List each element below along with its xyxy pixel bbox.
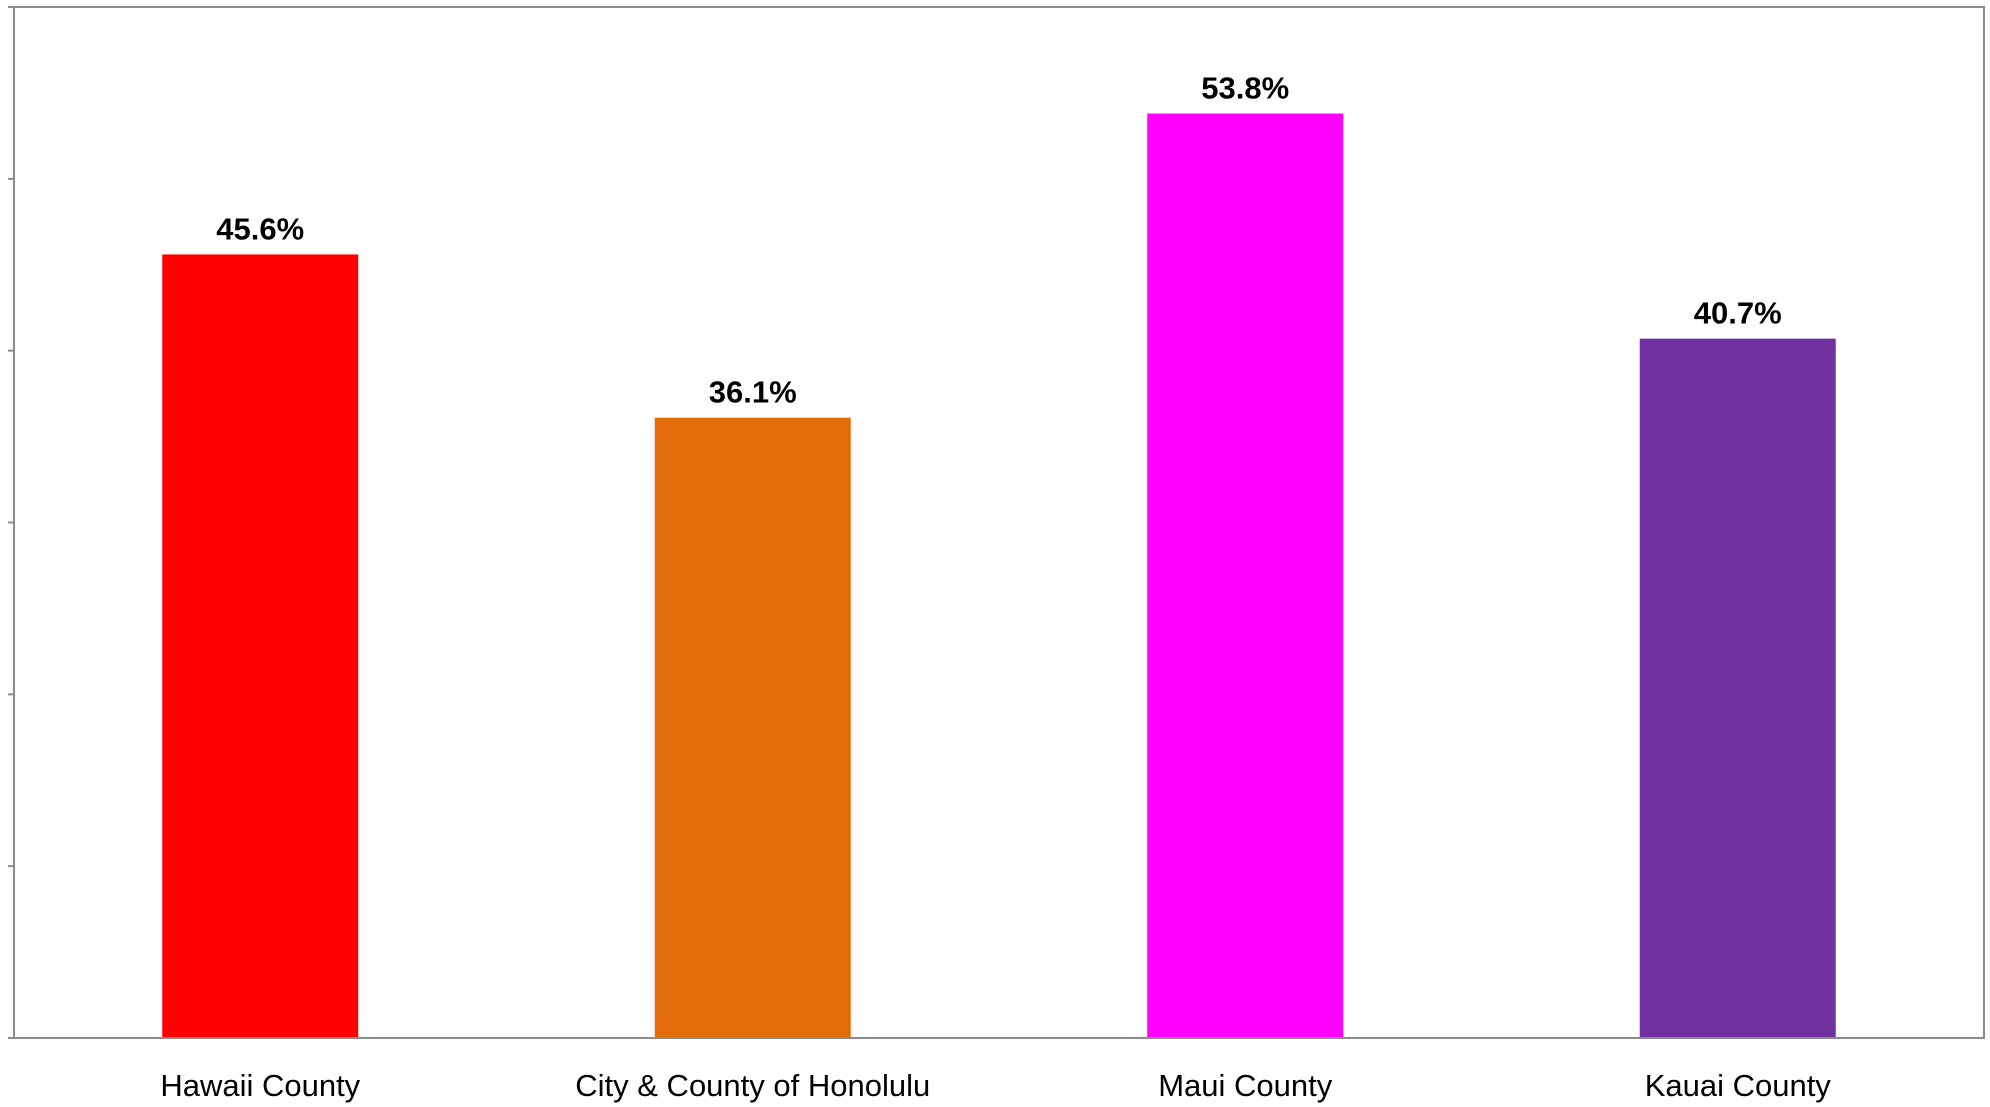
data-label: 45.6%: [216, 211, 304, 246]
x-tick-label: Kauai County: [1645, 1068, 1832, 1103]
bars-group: [162, 113, 1836, 1039]
bar-hawaii-county: [162, 254, 359, 1038]
data-label: 36.1%: [709, 375, 797, 410]
data-label: 40.7%: [1694, 296, 1782, 331]
bar-kauai-county: [1639, 338, 1836, 1039]
data-label: 53.8%: [1201, 71, 1289, 106]
x-tick-label: Maui County: [1158, 1068, 1333, 1103]
bar-maui-county: [1147, 113, 1344, 1038]
x-tick-label: Hawaii County: [160, 1068, 360, 1103]
x-tick-label: City & County of Honolulu: [575, 1068, 930, 1103]
data-labels-group: 45.6% 36.1% 53.8% 40.7%: [216, 71, 1781, 410]
bar-city-county-of-honolulu: [654, 417, 851, 1039]
x-axis-labels-group: Hawaii County City & County of Honolulu Ma…: [160, 1068, 1831, 1103]
